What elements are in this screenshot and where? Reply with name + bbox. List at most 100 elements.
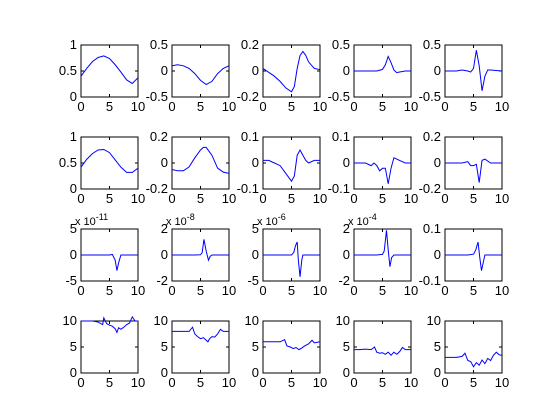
series-line bbox=[445, 241, 502, 271]
series-line bbox=[171, 64, 230, 86]
x-tick-label: 5 bbox=[106, 283, 113, 298]
subplot-r2c1: 0 5 10 0 0.5 1 bbox=[59, 129, 145, 206]
y-exponent-label: x 10-11 bbox=[75, 212, 108, 228]
x-tick-label: 10 bbox=[495, 191, 509, 206]
x-tick-label: 0 bbox=[350, 99, 357, 114]
axes-box bbox=[444, 320, 503, 374]
y-exponent-label: x 10-8 bbox=[166, 212, 195, 228]
subplot-r1c2: 0 5 10-0.500.5 bbox=[146, 37, 237, 114]
y-tick-label: 0 bbox=[434, 247, 441, 262]
y-tick-label: 0 bbox=[252, 63, 259, 78]
y-tick-label: 0.5 bbox=[59, 63, 77, 78]
x-tick-label: 5 bbox=[106, 375, 113, 390]
axes-box bbox=[262, 320, 321, 374]
y-tick-label: 10 bbox=[63, 313, 77, 328]
series-line bbox=[172, 326, 229, 343]
x-tick-label: 10 bbox=[222, 283, 236, 298]
y-tick-label: 0 bbox=[343, 155, 350, 170]
x-tick-label: 10 bbox=[495, 283, 509, 298]
x-tick-label: 10 bbox=[222, 191, 236, 206]
x-tick-label: 0 bbox=[441, 99, 448, 114]
y-tick-label: 0 bbox=[70, 247, 77, 262]
x-tick-label: 5 bbox=[288, 99, 295, 114]
subplot-r4c1: 0 5 10 0 5 10 bbox=[63, 313, 146, 390]
y-tick-label: 0 bbox=[343, 365, 350, 380]
axes-box bbox=[171, 136, 230, 190]
y-tick-label: 0 bbox=[252, 155, 259, 170]
y-tick-label: 1 bbox=[70, 37, 77, 52]
series-line bbox=[81, 315, 138, 334]
series-line bbox=[263, 339, 321, 351]
y-tick-label: 0.1 bbox=[423, 221, 441, 236]
series-line bbox=[354, 230, 411, 267]
x-tick-label: 0 bbox=[77, 375, 84, 390]
x-tick-label: 0 bbox=[168, 99, 175, 114]
series-line bbox=[354, 157, 411, 184]
x-tick-label: 10 bbox=[495, 375, 509, 390]
y-tick-label: 0.2 bbox=[150, 129, 168, 144]
x-tick-label: 0 bbox=[350, 191, 357, 206]
series-line bbox=[445, 351, 503, 368]
subplot-r1c4: 0 5 10-0.500.5 bbox=[328, 37, 419, 114]
series-line bbox=[445, 50, 503, 91]
subplot-r2c5: 0 5 10-0.200.2 bbox=[419, 129, 510, 206]
y-tick-label: -5 bbox=[247, 273, 259, 288]
series-line bbox=[80, 148, 139, 173]
y-tick-label: -2 bbox=[156, 273, 168, 288]
x-tick-label: 0 bbox=[259, 375, 266, 390]
y-tick-label: -0.5 bbox=[328, 89, 350, 104]
x-tick-label: 10 bbox=[313, 191, 327, 206]
y-tick-label: 0.1 bbox=[332, 129, 350, 144]
x-tick-label: 5 bbox=[288, 283, 295, 298]
subplot-r4c3: 0 5 10 0 5 10 bbox=[245, 313, 328, 390]
subplot-r1c5: 0 5 10-0.500.5 bbox=[419, 37, 510, 114]
subplot-r3c5: 0 5 10-0.100.1 bbox=[419, 221, 510, 298]
y-tick-label: 0.2 bbox=[423, 129, 441, 144]
axes-box bbox=[262, 44, 321, 98]
y-tick-label: -0.5 bbox=[146, 89, 168, 104]
x-tick-label: 0 bbox=[441, 375, 448, 390]
subplot-r1c3: 0 5 10-0.200.2 bbox=[237, 37, 328, 114]
subplot-r2c3: 0 5 10-0.100.1 bbox=[237, 129, 328, 206]
y-tick-label: 0 bbox=[343, 247, 350, 262]
y-tick-label: 5 bbox=[252, 221, 259, 236]
x-tick-label: 5 bbox=[470, 283, 477, 298]
x-tick-label: 0 bbox=[77, 191, 84, 206]
x-tick-label: 5 bbox=[288, 375, 295, 390]
series-line bbox=[171, 146, 230, 174]
y-tick-label: 5 bbox=[161, 339, 168, 354]
x-tick-label: 5 bbox=[197, 99, 204, 114]
y-tick-label: 0.1 bbox=[241, 129, 259, 144]
series-line bbox=[172, 239, 229, 262]
y-tick-label: 0 bbox=[434, 365, 441, 380]
y-tick-label: 10 bbox=[336, 313, 350, 328]
x-tick-label: 10 bbox=[222, 99, 236, 114]
y-tick-label: 10 bbox=[245, 313, 259, 328]
y-tick-label: 2 bbox=[343, 221, 350, 236]
subplot-r4c5: 0 5 10 0 5 10 bbox=[427, 313, 510, 390]
x-tick-label: 5 bbox=[379, 283, 386, 298]
series-line bbox=[81, 253, 138, 271]
x-tick-label: 10 bbox=[404, 283, 418, 298]
x-tick-label: 10 bbox=[313, 99, 327, 114]
series-line bbox=[262, 50, 321, 93]
x-tick-label: 0 bbox=[77, 99, 84, 114]
y-tick-label: 0 bbox=[161, 155, 168, 170]
x-tick-label: 5 bbox=[106, 191, 113, 206]
y-tick-label: 0 bbox=[161, 63, 168, 78]
y-tick-label: 5 bbox=[252, 339, 259, 354]
x-tick-label: 10 bbox=[404, 99, 418, 114]
y-tick-label: 0 bbox=[70, 365, 77, 380]
series-line bbox=[354, 346, 411, 357]
y-tick-label: -0.2 bbox=[146, 181, 168, 196]
y-exponent-label: x 10-6 bbox=[257, 212, 286, 228]
y-tick-label: -0.1 bbox=[237, 181, 259, 196]
y-tick-label: 10 bbox=[154, 313, 168, 328]
y-tick-label: 0.2 bbox=[241, 37, 259, 52]
series-line bbox=[445, 158, 502, 183]
y-tick-label: 0 bbox=[70, 181, 77, 196]
